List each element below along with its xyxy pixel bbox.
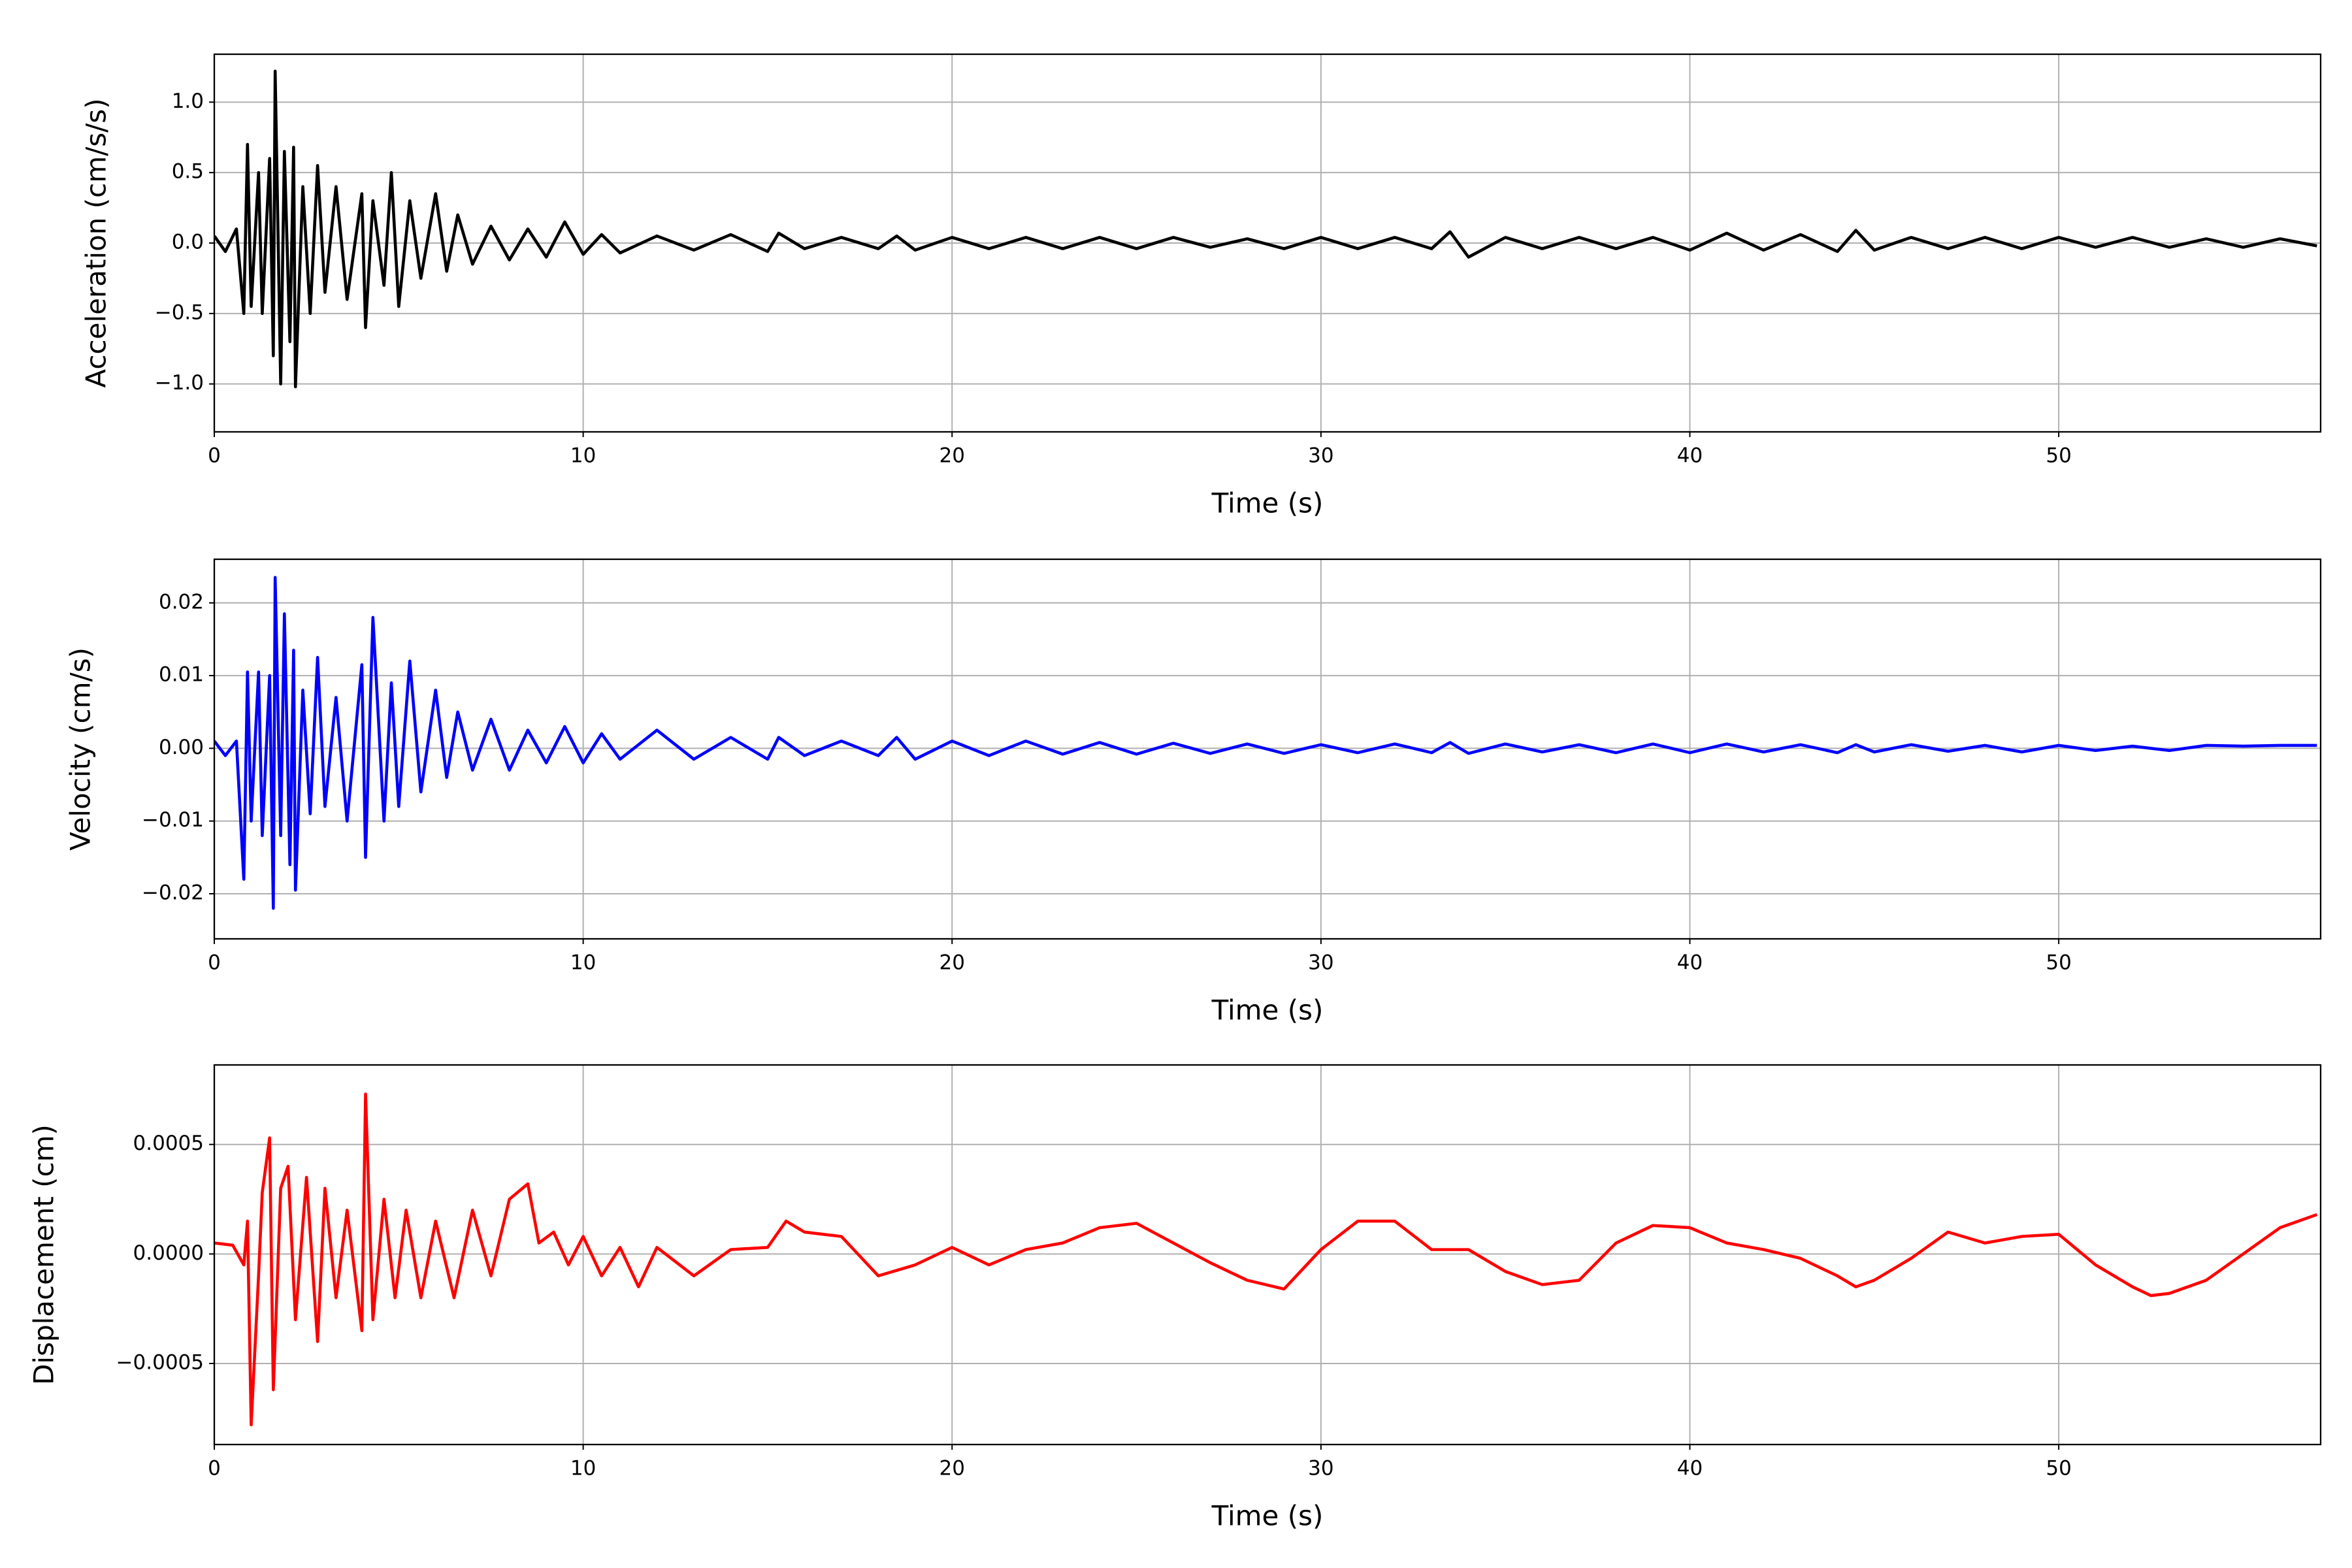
- x-tick-label: 50: [2046, 444, 2071, 468]
- y-tick-label: 1.0: [172, 90, 204, 113]
- x-tick-label: 20: [939, 1457, 965, 1480]
- subplot: 0 10 20 30 40 50 −0.02 −0.01 0.00 0.01 0.02 Time (s…: [65, 558, 2322, 1026]
- y-tick-label: −0.02: [142, 881, 204, 904]
- y-tick-label: 0.01: [159, 663, 204, 687]
- subplot: 0 10 20 30 40 50 −1.0 −0.5 0.0 0.5 1.0 Time (s) Acce…: [80, 53, 2322, 519]
- y-tick-label: 0.0005: [133, 1132, 204, 1155]
- x-tick-label: 0: [208, 951, 221, 975]
- x-tick-label: 10: [570, 951, 596, 975]
- axes-frame: [213, 558, 2322, 940]
- x-axis-label: Time (s): [1211, 487, 1324, 519]
- x-tick-label: 40: [1677, 444, 1703, 468]
- y-axis-label: Acceleration (cm/s/s): [80, 98, 112, 387]
- x-tick-label: 30: [1308, 444, 1333, 468]
- x-tick-label: 40: [1677, 1457, 1703, 1480]
- subplot: 0 10 20 30 40 50 −0.0005 0.0000 0.0005 Time (s) Di…: [28, 1064, 2322, 1532]
- axes-frame: [213, 1064, 2322, 1446]
- axes-frame: [213, 53, 2322, 433]
- x-tick-label: 50: [2046, 951, 2071, 975]
- data-line: [214, 69, 2317, 389]
- y-tick-label: 0.0: [172, 231, 204, 254]
- y-tick-label: 0.00: [159, 736, 204, 759]
- x-tick-label: 30: [1308, 951, 1333, 975]
- x-tick-label: 30: [1308, 1457, 1333, 1480]
- y-tick-label: 0.0000: [133, 1241, 204, 1265]
- x-axis-label: Time (s): [1211, 994, 1324, 1026]
- y-tick-label: 0.5: [172, 160, 204, 184]
- x-tick-label: 10: [570, 444, 596, 468]
- y-tick-label: 0.02: [159, 590, 204, 613]
- y-tick-label: −0.01: [142, 808, 204, 832]
- x-tick-label: 0: [208, 444, 221, 468]
- data-line: [214, 576, 2317, 910]
- x-tick-label: 20: [939, 444, 965, 468]
- x-tick-label: 10: [570, 1457, 596, 1480]
- data-line: [214, 1092, 2318, 1427]
- y-tick-label: −0.5: [155, 301, 204, 324]
- x-tick-label: 20: [939, 951, 965, 975]
- y-tick-label: −0.0005: [116, 1350, 204, 1374]
- y-axis-label: Velocity (cm/s): [65, 647, 97, 851]
- y-tick-label: −1.0: [155, 371, 204, 395]
- y-axis-label: Displacement (cm): [28, 1124, 60, 1385]
- x-axis-label: Time (s): [1211, 1500, 1324, 1532]
- x-tick-label: 50: [2046, 1457, 2071, 1480]
- x-tick-label: 40: [1677, 951, 1703, 975]
- x-tick-label: 0: [208, 1457, 221, 1480]
